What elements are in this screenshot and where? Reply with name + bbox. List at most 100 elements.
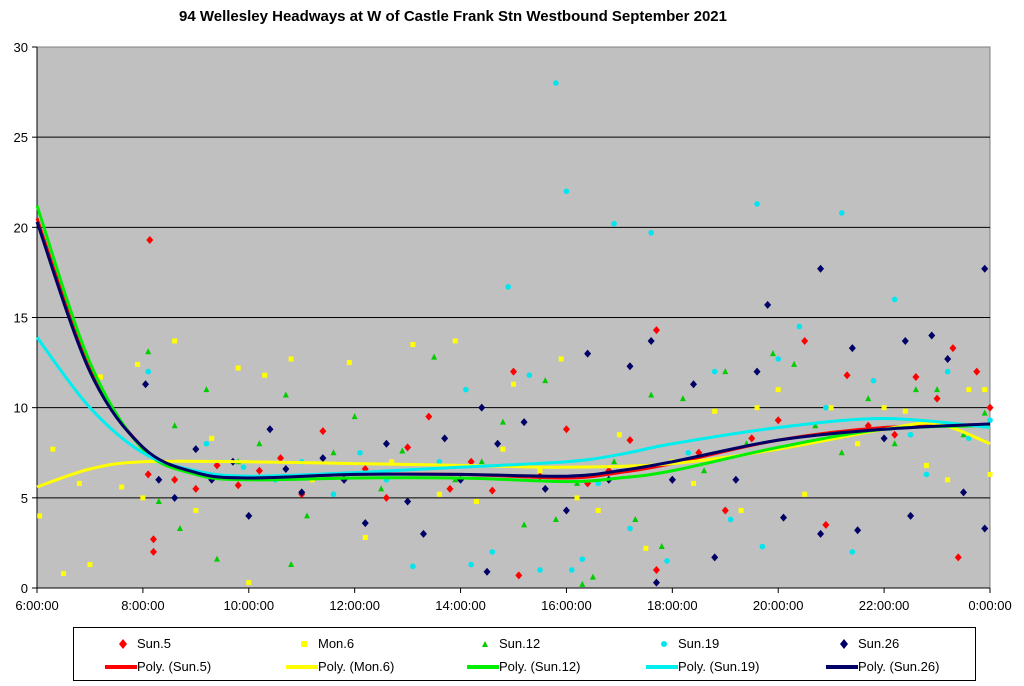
data-point-sun5	[192, 484, 200, 493]
data-point-sun19	[526, 372, 533, 379]
data-point-sun26	[690, 380, 698, 389]
data-point-sun5	[891, 430, 899, 439]
x-tick-label: 18:00:00	[647, 598, 698, 613]
x-tick-label: 12:00:00	[329, 598, 380, 613]
data-point-sun26	[298, 488, 306, 497]
data-point-mon6	[945, 477, 951, 483]
data-point-sun12	[934, 386, 941, 393]
legend-label: Sun.19	[678, 636, 720, 651]
data-point-sun19	[838, 210, 845, 216]
data-point-sun26	[647, 336, 655, 345]
legend-label: Poly. (Sun.19)	[678, 659, 760, 674]
data-point-sun12	[431, 353, 438, 360]
data-point-sun26	[361, 519, 369, 528]
data-point-sun26	[848, 344, 856, 353]
data-point-sun19	[595, 480, 602, 487]
data-point-sun26	[192, 445, 200, 454]
data-point-sun5	[973, 367, 981, 376]
legend-label: Sun.12	[499, 636, 541, 651]
data-point-sun26	[319, 454, 327, 463]
data-point-sun5	[382, 493, 390, 502]
data-point-mon6	[87, 562, 93, 568]
trendline-poly-sun-19	[35, 336, 991, 478]
data-point-sun19	[410, 563, 416, 570]
y-tick-label: 5	[21, 491, 28, 506]
data-point-sun12	[648, 391, 655, 398]
data-point-sun5	[255, 466, 263, 475]
data-point-sun5	[404, 443, 412, 452]
data-point-sun19	[537, 567, 543, 573]
data-point-sun19	[796, 323, 803, 330]
data-point-mon6	[828, 405, 834, 411]
data-point-sun26	[142, 380, 150, 389]
data-point-sun5	[954, 553, 962, 562]
data-point-mon6	[500, 446, 506, 452]
data-point-mon6	[982, 387, 988, 393]
data-point-sun19	[849, 549, 856, 555]
data-point-sun19	[627, 525, 633, 532]
data-point-sun19	[611, 220, 617, 227]
data-point-sun5	[986, 403, 994, 412]
data-point-sun26	[541, 484, 549, 493]
data-point-sun5	[912, 373, 920, 382]
data-point-sun12	[256, 440, 263, 447]
data-point-sun26	[901, 336, 909, 345]
data-point-mon6	[537, 468, 543, 474]
data-point-sun12	[145, 348, 152, 355]
data-point-mon6	[511, 381, 516, 387]
data-point-sun5	[652, 326, 660, 335]
data-point-sun12	[214, 555, 221, 562]
data-point-sun19	[240, 464, 247, 470]
data-point-sun19	[145, 368, 151, 375]
data-point-sun5	[748, 434, 756, 443]
data-point-sun5	[149, 535, 157, 544]
y-tick-label: 15	[14, 311, 28, 326]
data-point-sun26	[626, 362, 634, 371]
legend-item-sun5: Sun.5	[119, 636, 171, 652]
data-point-mon6	[574, 495, 580, 501]
data-point-mon6	[193, 507, 199, 513]
data-point-sun12	[865, 395, 872, 402]
chart-title: 94 Wellesley Headways at W of Castle Fra…	[179, 8, 727, 25]
data-point-sun5	[146, 235, 154, 244]
data-point-sun5	[319, 427, 327, 436]
data-point-sun5	[234, 481, 242, 490]
data-point-sun26	[753, 367, 761, 376]
legend-item-poly-sun5: Poly. (Sun.5)	[105, 659, 212, 675]
data-point-sun5	[843, 371, 851, 380]
data-point-sun26	[155, 475, 163, 484]
data-point-sun12	[579, 580, 586, 587]
data-point-mon6	[76, 480, 82, 486]
data-point-sun5	[515, 571, 523, 580]
data-point-mon6	[923, 462, 929, 468]
data-point-sun5	[721, 506, 729, 515]
data-point-mon6	[37, 513, 43, 519]
data-point-sun12	[399, 447, 406, 454]
legend-label: Poly. (Sun.5)	[137, 659, 212, 674]
y-tick-label: 25	[14, 130, 28, 145]
data-point-sun19	[891, 296, 898, 303]
data-point-mon6	[966, 387, 972, 393]
data-point-sun19	[944, 368, 951, 375]
data-point-sun12	[912, 386, 919, 393]
data-point-sun5	[933, 394, 941, 403]
data-point-sun19	[754, 201, 760, 207]
data-point-sun5	[801, 336, 809, 345]
data-point-sun19	[436, 458, 443, 465]
data-point-sun19	[823, 404, 829, 411]
trendline-poly-sun-26	[35, 221, 991, 480]
data-point-sun5	[277, 454, 285, 463]
data-point-mon6	[754, 405, 760, 411]
data-point-sun5	[488, 486, 496, 495]
data-point-sun26	[562, 506, 570, 515]
data-point-sun19	[648, 229, 654, 236]
data-point-sun26	[764, 300, 772, 309]
data-point-sun5	[626, 436, 634, 445]
green-line-swatch-icon	[467, 665, 499, 669]
data-point-sun19	[489, 549, 496, 555]
data-point-sun12	[330, 449, 337, 456]
data-point-sun12	[891, 440, 898, 447]
data-point-mon6	[802, 491, 808, 497]
y-tick-label: 0	[21, 581, 28, 596]
x-tick-label: 22:00:00	[859, 598, 910, 613]
